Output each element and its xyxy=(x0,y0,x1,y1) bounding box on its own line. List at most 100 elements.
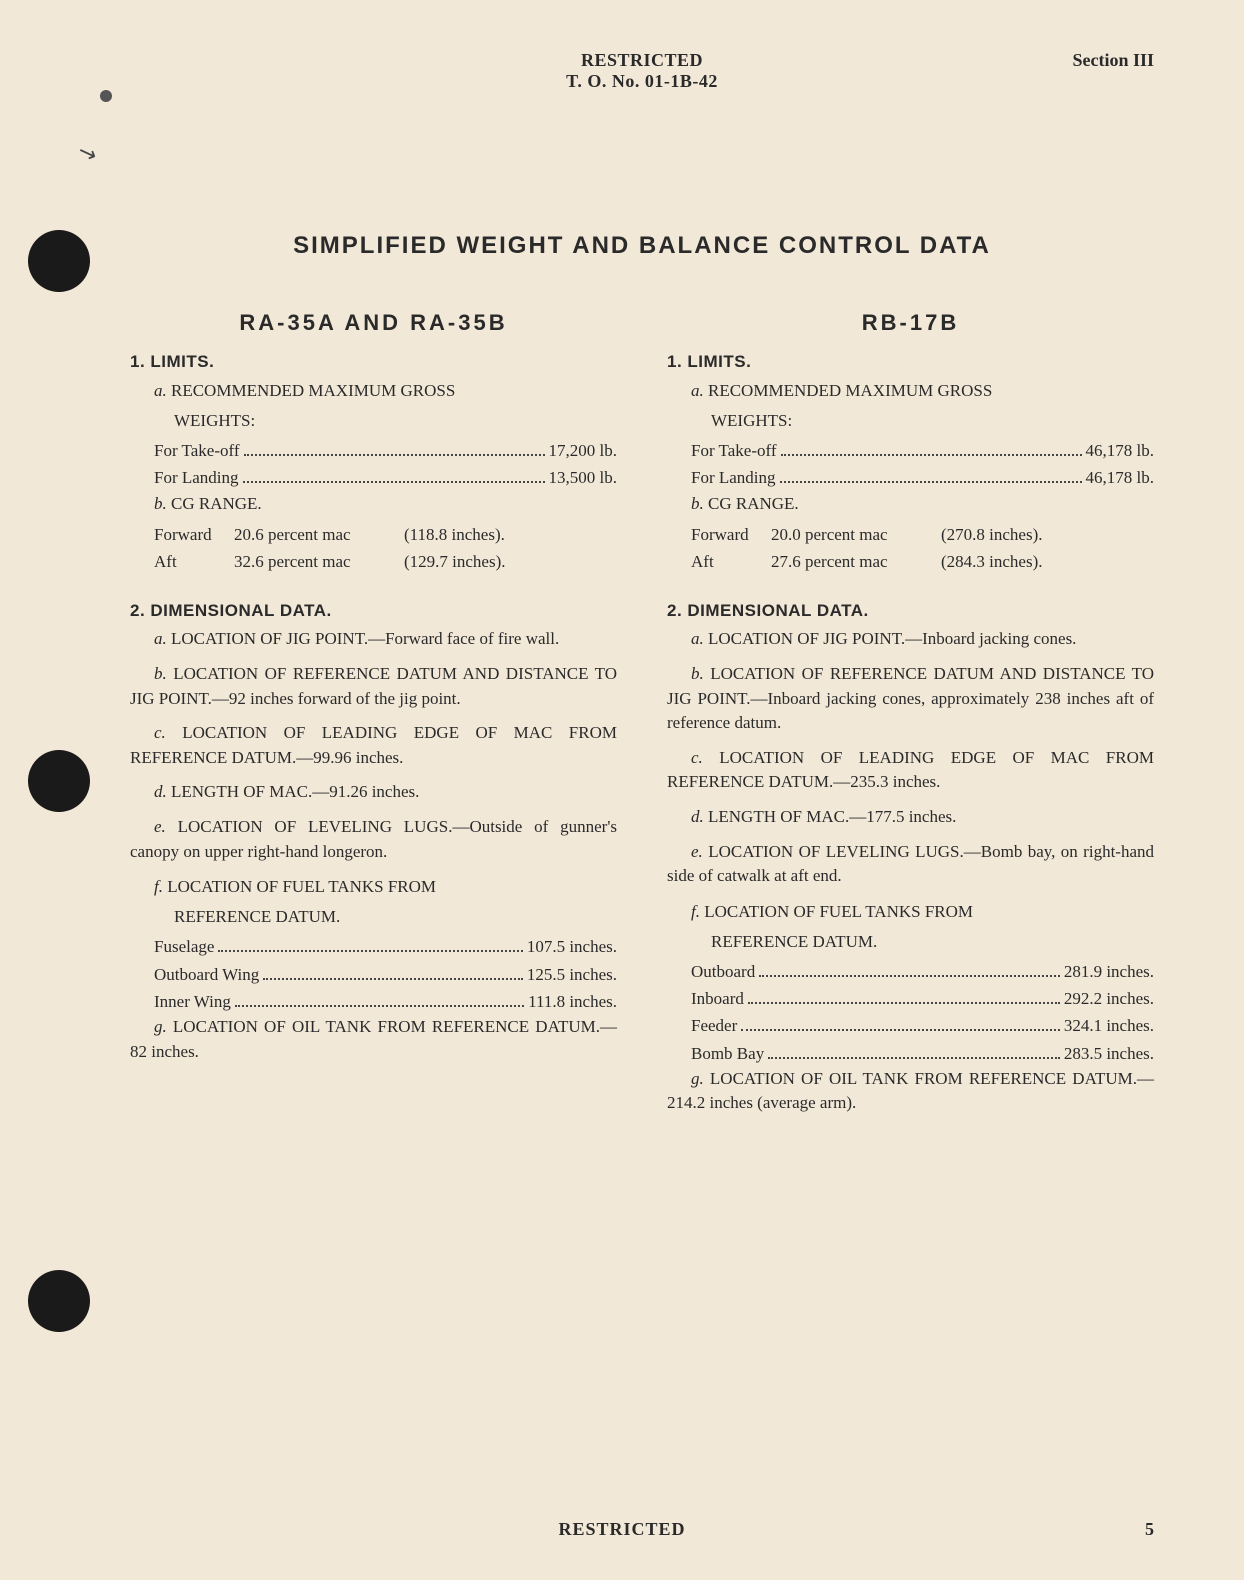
right-ft2-label: Inboard xyxy=(691,985,744,1012)
dotted-leader xyxy=(780,481,1082,483)
left-a-letter: a. xyxy=(154,381,167,400)
dotted-leader xyxy=(741,1029,1060,1031)
main-title: SIMPLIFIED WEIGHT AND BALANCE CONTROL DA… xyxy=(130,232,1154,260)
right-para-d: d. LENGTH OF MAC.—177.5 inches. xyxy=(667,805,1154,830)
left-cg2-label: Aft xyxy=(154,548,234,575)
right-cg2-in: (284.3 inches). xyxy=(941,548,1154,575)
paper-mark: ↘ xyxy=(74,138,100,169)
right-f-letter: f. xyxy=(691,902,700,921)
left-para-e: e. LOCATION OF LEVELING LUGS.—Outside of… xyxy=(130,815,617,864)
left-ft2-label: Outboard Wing xyxy=(154,961,259,988)
right-cg1-in: (270.8 inches). xyxy=(941,521,1154,548)
right-ft4-value: 283.5 inches. xyxy=(1064,1040,1154,1067)
left-ft2: Outboard Wing 125.5 inches. xyxy=(154,961,617,988)
page-header: RESTRICTED T. O. No. 01-1B-42 Section II… xyxy=(130,50,1154,92)
right-ft4-label: Bomb Bay xyxy=(691,1040,764,1067)
left-para-c: c. LOCATION OF LEADING EDGE OF MAC FROM … xyxy=(130,721,617,770)
left-item-a: a. RECOMMENDED MAXIMUM GROSS xyxy=(130,378,617,404)
left-ft2-value: 125.5 inches. xyxy=(527,961,617,988)
right-cg1: Forward 20.0 percent mac (270.8 inches). xyxy=(691,521,1154,548)
page-number: 5 xyxy=(1145,1519,1154,1540)
left-para-g: g. LOCATION OF OIL TANK FROM REFERENCE D… xyxy=(130,1015,617,1064)
left-item-f: f. LOCATION OF FUEL TANKS FROM xyxy=(130,874,617,900)
left-cg1-in: (118.8 inches). xyxy=(404,521,617,548)
dotted-leader xyxy=(243,481,545,483)
right-item-b: b. CG RANGE. xyxy=(667,491,1154,517)
right-ft1: Outboard 281.9 inches. xyxy=(691,958,1154,985)
left-col-title: RA-35A AND RA-35B xyxy=(130,310,617,336)
left-cg2-pct: 32.6 percent mac xyxy=(234,548,404,575)
left-sec1-head: 1. LIMITS. xyxy=(130,352,617,372)
paper-mark xyxy=(100,90,112,102)
left-f-text: LOCATION OF FUEL TANKS FROM xyxy=(163,877,436,896)
right-b-letter: b. xyxy=(691,494,704,513)
right-ft2-value: 292.2 inches. xyxy=(1064,985,1154,1012)
right-para-e: e. LOCATION OF LEVELING LUGS.—Bomb bay, … xyxy=(667,840,1154,889)
left-ft3-value: 111.8 inches. xyxy=(528,988,617,1015)
right-f-text2: REFERENCE DATUM. xyxy=(711,929,1154,955)
right-item-a: a. RECOMMENDED MAXIMUM GROSS xyxy=(667,378,1154,404)
right-ft1-value: 281.9 inches. xyxy=(1064,958,1154,985)
dotted-leader xyxy=(759,975,1060,977)
right-para-a: a. LOCATION OF JIG POINT.—Inboard jackin… xyxy=(667,627,1154,652)
left-f-letter: f. xyxy=(154,877,163,896)
left-cg1-label: Forward xyxy=(154,521,234,548)
left-ft1-label: Fuselage xyxy=(154,933,214,960)
right-ft2: Inboard 292.2 inches. xyxy=(691,985,1154,1012)
left-landing-label: For Landing xyxy=(154,464,239,491)
right-cg1-label: Forward xyxy=(691,521,771,548)
left-f-text2: REFERENCE DATUM. xyxy=(174,904,617,930)
left-a-text2: WEIGHTS: xyxy=(174,408,617,434)
left-b-letter: b. xyxy=(154,494,167,513)
right-ft1-label: Outboard xyxy=(691,958,755,985)
right-f-text: LOCATION OF FUEL TANKS FROM xyxy=(700,902,973,921)
punch-hole xyxy=(28,750,90,812)
punch-hole xyxy=(28,230,90,292)
dotted-leader xyxy=(244,454,545,456)
to-number: T. O. No. 01-1B-42 xyxy=(566,71,718,92)
dotted-leader xyxy=(781,454,1082,456)
right-para-c: c. LOCATION OF LEADING EDGE OF MAC FROM … xyxy=(667,746,1154,795)
classification-top: RESTRICTED xyxy=(566,50,718,71)
right-para-g: g. LOCATION OF OIL TANK FROM REFERENCE D… xyxy=(667,1067,1154,1116)
right-ft4: Bomb Bay 283.5 inches. xyxy=(691,1040,1154,1067)
left-ft1-value: 107.5 inches. xyxy=(527,933,617,960)
right-landing-label: For Landing xyxy=(691,464,776,491)
left-column: RA-35A AND RA-35B 1. LIMITS. a. RECOMMEN… xyxy=(130,310,617,1126)
left-cg1: Forward 20.6 percent mac (118.8 inches). xyxy=(154,521,617,548)
right-ft3-value: 324.1 inches. xyxy=(1064,1012,1154,1039)
right-item-f: f. LOCATION OF FUEL TANKS FROM xyxy=(667,899,1154,925)
right-a-letter: a. xyxy=(691,381,704,400)
dotted-leader xyxy=(218,950,522,952)
right-sec2-head: 2. DIMENSIONAL DATA. xyxy=(667,601,1154,621)
left-para-b: b. LOCATION OF REFERENCE DATUM AND DISTA… xyxy=(130,662,617,711)
dotted-leader xyxy=(748,1002,1060,1004)
punch-hole xyxy=(28,1270,90,1332)
left-takeoff-label: For Take-off xyxy=(154,437,240,464)
dotted-leader xyxy=(263,978,523,980)
right-cg1-pct: 20.0 percent mac xyxy=(771,521,941,548)
left-b-text: CG RANGE. xyxy=(167,494,262,513)
left-landing-value: 13,500 lb. xyxy=(549,464,617,491)
right-ft3: Feeder 324.1 inches. xyxy=(691,1012,1154,1039)
right-takeoff-row: For Take-off 46,178 lb. xyxy=(691,437,1154,464)
right-b-text: CG RANGE. xyxy=(704,494,799,513)
right-landing-row: For Landing 46,178 lb. xyxy=(691,464,1154,491)
left-cg1-pct: 20.6 percent mac xyxy=(234,521,404,548)
right-a-text: RECOMMENDED MAXIMUM GROSS xyxy=(704,381,993,400)
left-a-text: RECOMMENDED MAXIMUM GROSS xyxy=(167,381,456,400)
right-para-b: b. LOCATION OF REFERENCE DATUM AND DISTA… xyxy=(667,662,1154,736)
section-label: Section III xyxy=(1072,50,1154,71)
right-col-title: RB-17B xyxy=(667,310,1154,336)
left-ft3: Inner Wing 111.8 inches. xyxy=(154,988,617,1015)
left-landing-row: For Landing 13,500 lb. xyxy=(154,464,617,491)
right-cg2: Aft 27.6 percent mac (284.3 inches). xyxy=(691,548,1154,575)
left-para-d: d. LENGTH OF MAC.—91.26 inches. xyxy=(130,780,617,805)
left-para-a: a. LOCATION OF JIG POINT.—Forward face o… xyxy=(130,627,617,652)
right-a-text2: WEIGHTS: xyxy=(711,408,1154,434)
right-cg2-label: Aft xyxy=(691,548,771,575)
classification-bottom: RESTRICTED xyxy=(0,1519,1244,1540)
left-ft1: Fuselage 107.5 inches. xyxy=(154,933,617,960)
left-cg2-in: (129.7 inches). xyxy=(404,548,617,575)
right-column: RB-17B 1. LIMITS. a. RECOMMENDED MAXIMUM… xyxy=(667,310,1154,1126)
